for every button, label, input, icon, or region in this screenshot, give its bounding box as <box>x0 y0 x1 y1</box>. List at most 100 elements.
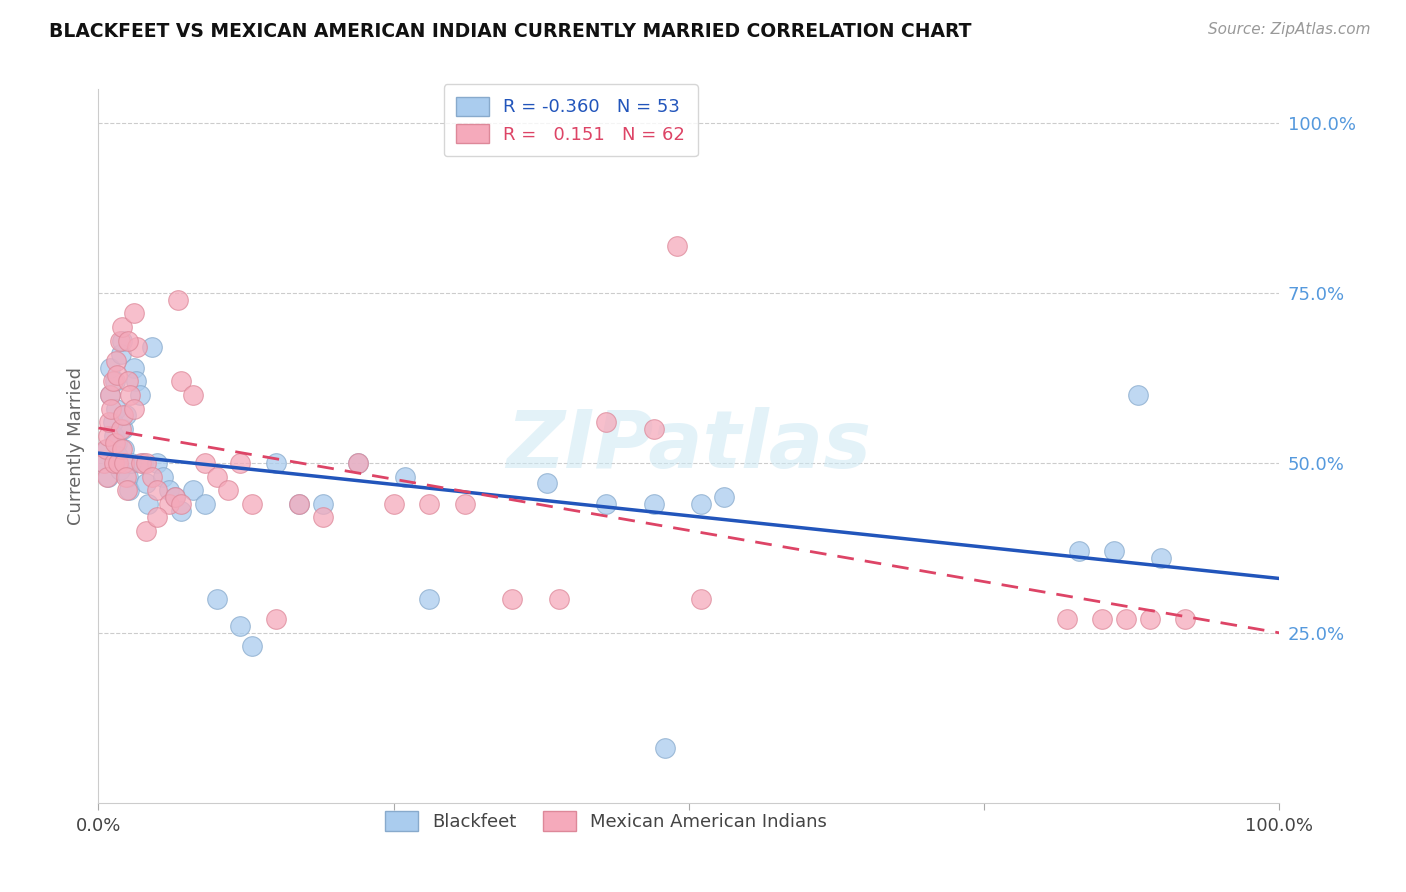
Point <box>118 483 141 498</box>
Point <box>264 612 287 626</box>
Point <box>229 456 252 470</box>
Point <box>112 456 135 470</box>
Point <box>146 483 169 498</box>
Text: ZIPatlas: ZIPatlas <box>506 407 872 485</box>
Point <box>1139 612 1161 626</box>
Point <box>135 524 157 538</box>
Point <box>146 456 169 470</box>
Point <box>98 388 121 402</box>
Point <box>394 469 416 483</box>
Point <box>96 442 118 457</box>
Point <box>135 456 157 470</box>
Point <box>1056 612 1078 626</box>
Point <box>288 497 311 511</box>
Point <box>165 490 187 504</box>
Point <box>105 401 128 416</box>
Point <box>105 354 128 368</box>
Point <box>107 449 129 463</box>
Point <box>312 510 335 524</box>
Point <box>110 347 132 361</box>
Y-axis label: Currently Married: Currently Married <box>66 367 84 525</box>
Point <box>713 490 735 504</box>
Point <box>101 415 124 429</box>
Point <box>111 442 134 457</box>
Point <box>108 463 131 477</box>
Point <box>146 510 169 524</box>
Point <box>157 483 180 498</box>
Point <box>141 469 163 483</box>
Point <box>170 375 193 389</box>
Point <box>347 456 370 470</box>
Point <box>115 483 138 498</box>
Point <box>240 640 263 654</box>
Point <box>132 456 155 470</box>
Point <box>1150 551 1173 566</box>
Point <box>112 442 135 457</box>
Point <box>104 435 127 450</box>
Point <box>595 497 617 511</box>
Point <box>1091 612 1114 626</box>
Point <box>312 497 335 511</box>
Point <box>98 415 121 429</box>
Point <box>240 497 263 511</box>
Point <box>110 422 132 436</box>
Point <box>97 429 120 443</box>
Point <box>122 401 145 416</box>
Point <box>689 497 711 511</box>
Point <box>98 388 121 402</box>
Point <box>107 456 129 470</box>
Point <box>101 375 124 389</box>
Point <box>548 591 571 606</box>
Point <box>103 429 125 443</box>
Point <box>501 591 523 606</box>
Point <box>93 456 115 470</box>
Point <box>288 497 311 511</box>
Point <box>157 497 180 511</box>
Point <box>194 456 217 470</box>
Point <box>114 469 136 483</box>
Point <box>536 476 558 491</box>
Point <box>96 469 118 483</box>
Point <box>453 497 475 511</box>
Point <box>122 360 145 375</box>
Point <box>194 497 217 511</box>
Point <box>98 360 121 375</box>
Point <box>1126 388 1149 402</box>
Point <box>135 476 157 491</box>
Point <box>264 456 287 470</box>
Point <box>112 422 135 436</box>
Point <box>112 409 135 423</box>
Point <box>141 341 163 355</box>
Point <box>1067 544 1090 558</box>
Point <box>643 497 665 511</box>
Point <box>127 341 149 355</box>
Point <box>643 422 665 436</box>
Point <box>152 469 174 483</box>
Point <box>121 456 143 470</box>
Point <box>666 238 689 252</box>
Point <box>347 456 370 470</box>
Point <box>93 456 115 470</box>
Point <box>165 490 187 504</box>
Point <box>136 497 159 511</box>
Point <box>103 456 125 470</box>
Point <box>382 497 405 511</box>
Point <box>1174 612 1197 626</box>
Point <box>108 334 131 348</box>
Text: BLACKFEET VS MEXICAN AMERICAN INDIAN CURRENTLY MARRIED CORRELATION CHART: BLACKFEET VS MEXICAN AMERICAN INDIAN CUR… <box>49 22 972 41</box>
Point <box>170 503 193 517</box>
Point <box>166 293 188 307</box>
Point <box>104 375 127 389</box>
Point <box>125 375 148 389</box>
Point <box>654 741 676 756</box>
Point <box>689 591 711 606</box>
Point <box>117 334 139 348</box>
Text: Source: ZipAtlas.com: Source: ZipAtlas.com <box>1208 22 1371 37</box>
Point <box>181 483 204 498</box>
Point <box>117 375 139 389</box>
Point <box>100 401 122 416</box>
Point <box>105 435 128 450</box>
Legend: Blackfeet, Mexican American Indians: Blackfeet, Mexican American Indians <box>373 798 839 844</box>
Point <box>111 320 134 334</box>
Point <box>418 591 440 606</box>
